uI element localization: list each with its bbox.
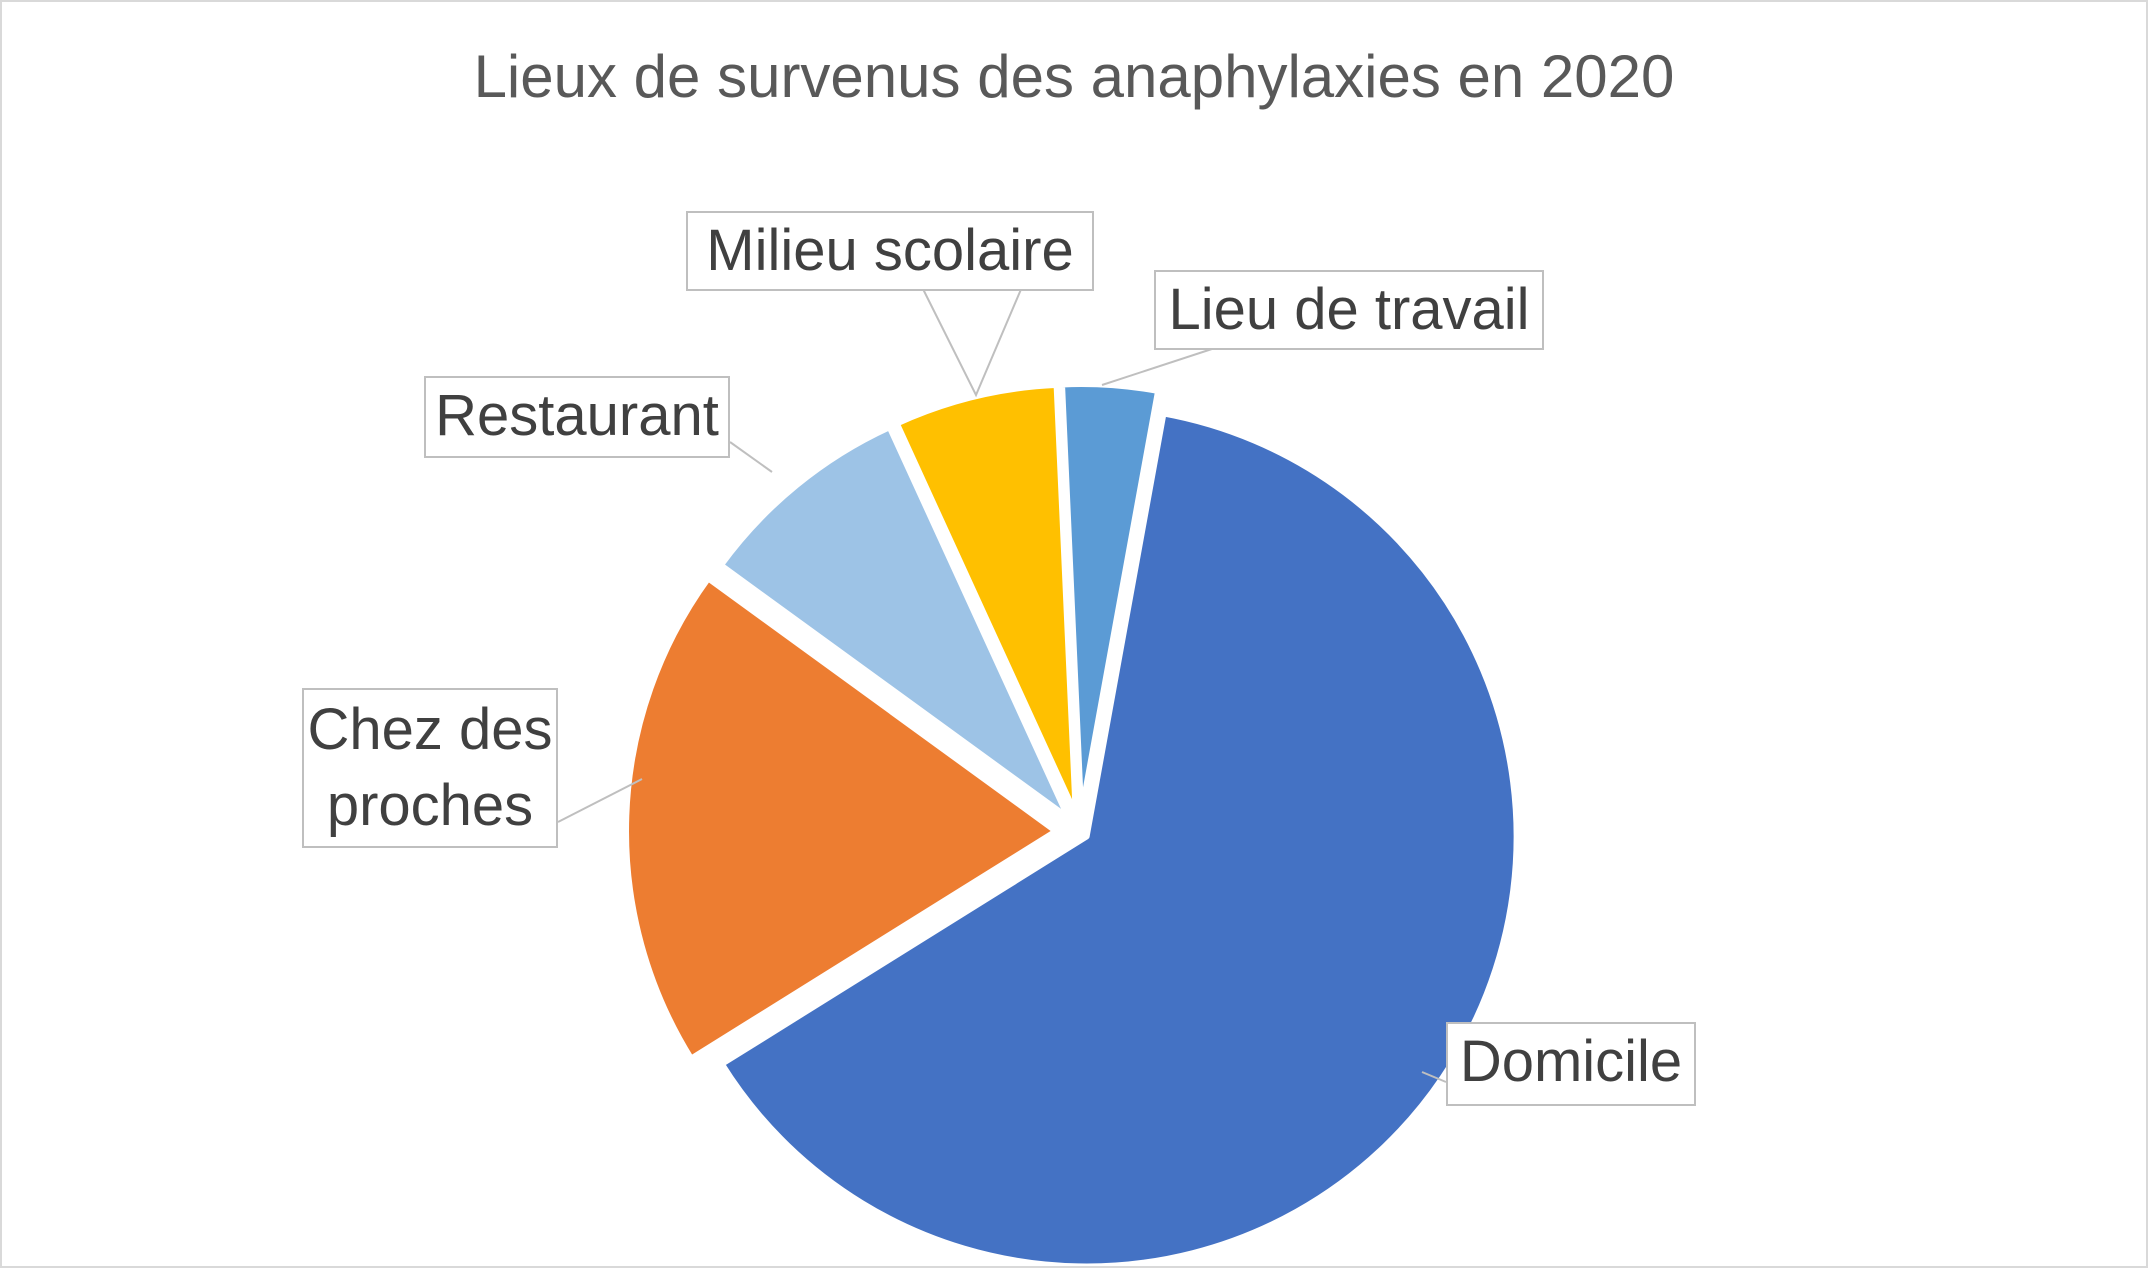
pie-slice-lieu-de-travail: [1059, 381, 1162, 818]
data-label-chez-des-proches: Chez des proches: [302, 688, 558, 848]
pie-slice-restaurant: [717, 424, 1072, 822]
leader-line-milieu-scolaire: [921, 286, 1023, 398]
pie-slice-milieu-scolaire: [893, 381, 1079, 818]
data-label-lieu-de-travail: Lieu de travail: [1154, 270, 1544, 350]
data-label-restaurant: Restaurant: [424, 376, 730, 458]
leader-line-domicile: [1421, 1071, 1447, 1083]
pie-slice-domicile: [718, 410, 1520, 1266]
data-label-domicile: Domicile: [1446, 1022, 1696, 1106]
leader-line-restaurant: [729, 441, 773, 473]
leader-line-lieu-de-travail: [1101, 346, 1219, 386]
pie-slice-chez-des-proches: [623, 575, 1060, 1062]
leader-line-chez-des-proches: [557, 778, 643, 823]
chart-title: Lieux de survenus des anaphylaxies en 20…: [473, 43, 1675, 110]
data-label-milieu-scolaire: Milieu scolaire: [686, 211, 1094, 291]
